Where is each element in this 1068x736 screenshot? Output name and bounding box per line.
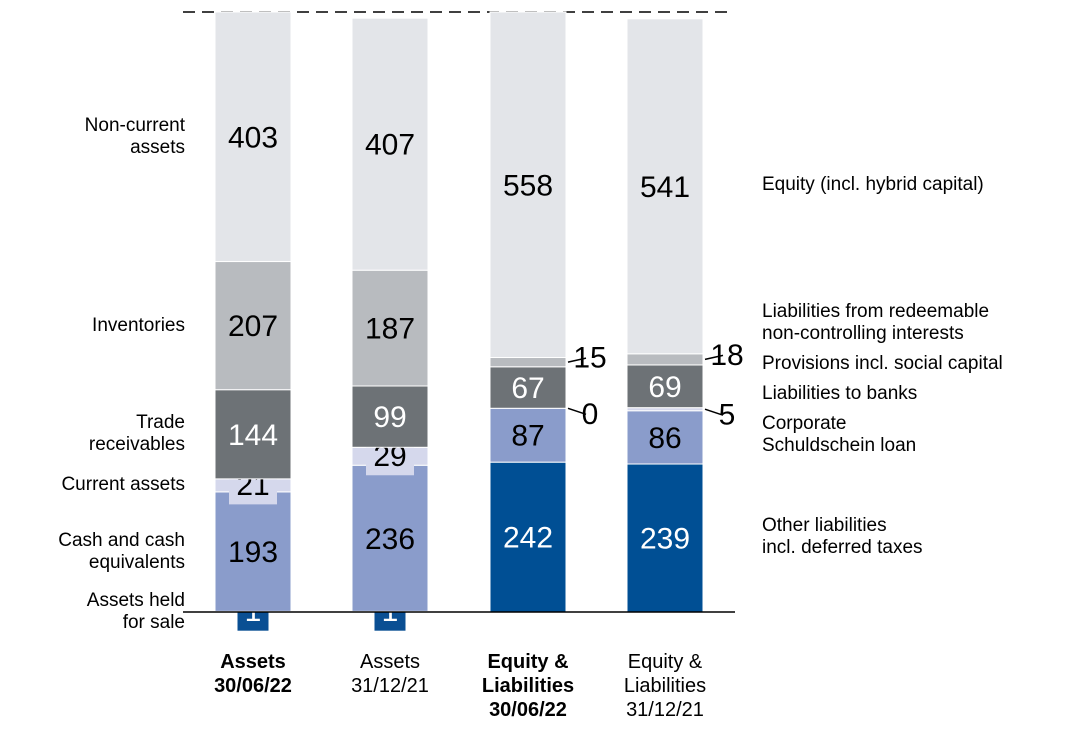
legend-label: Provisions incl. social capital	[762, 353, 1003, 375]
value-label: 187	[365, 313, 415, 346]
legend-label: Inventories	[92, 314, 185, 336]
bar-segment	[489, 11, 567, 359]
value-label: 236	[365, 523, 415, 556]
value-label: 5	[719, 399, 736, 432]
bar-segment	[351, 385, 429, 448]
value-label: 67	[511, 372, 544, 405]
value-label: 99	[373, 401, 406, 434]
value-label: 0	[582, 398, 599, 431]
legend-label: Non-current assets	[84, 114, 185, 158]
value-label: 403	[228, 121, 278, 154]
legend-label: Current assets	[61, 474, 185, 496]
bar-segment	[489, 461, 567, 613]
bar-segment	[351, 269, 429, 387]
value-label: 18	[710, 339, 743, 372]
legend-label: Liabilities from redeemable non-controll…	[762, 301, 990, 345]
value-label: 407	[365, 129, 415, 162]
legend-label: Equity (incl. hybrid capital)	[762, 173, 984, 195]
category-label: Assets 31/12/21	[351, 651, 429, 697]
value-label: 541	[640, 171, 690, 204]
category-label: Equity & Liabilities 31/12/21	[623, 651, 707, 721]
bar-segment	[626, 364, 704, 409]
value-label: 144	[228, 419, 278, 452]
bar-segment	[626, 353, 704, 366]
value-label: 15	[573, 342, 606, 375]
category-label: Assets 30/06/22	[214, 651, 292, 697]
value-label: 69	[648, 371, 681, 404]
leader-line	[567, 407, 587, 415]
leader-line	[567, 357, 587, 363]
legend-label: Corporate Schuldschein loan	[762, 413, 917, 457]
legend-label: Liabilities to banks	[762, 383, 918, 405]
bar-segment	[214, 491, 292, 612]
category-label: Equity & Liabilities 30/06/22	[481, 651, 575, 721]
bar-segment	[214, 261, 292, 391]
bar-segment	[214, 11, 292, 263]
legend-label: Trade receivables	[88, 412, 185, 456]
value-label: 242	[503, 522, 553, 555]
legend-label: Other liabilities incl. deferred taxes	[762, 515, 923, 559]
leader-line	[704, 408, 724, 416]
leader-line	[704, 354, 724, 361]
value-label: 87	[511, 420, 544, 453]
bar-segment	[351, 464, 429, 612]
value-label: 558	[503, 169, 553, 202]
bar-segment	[489, 357, 567, 368]
value-label: 207	[228, 310, 278, 343]
value-label: 239	[640, 523, 690, 556]
bar-segment	[214, 389, 292, 480]
legend-label: Cash and cash equivalents	[58, 529, 185, 573]
value-label: 193	[228, 536, 278, 569]
bar-segment	[489, 407, 567, 463]
bar-segment	[351, 17, 429, 271]
value-label: 86	[648, 422, 681, 455]
bar-segment	[626, 18, 704, 355]
legend-label: Assets held for sale	[86, 589, 185, 633]
